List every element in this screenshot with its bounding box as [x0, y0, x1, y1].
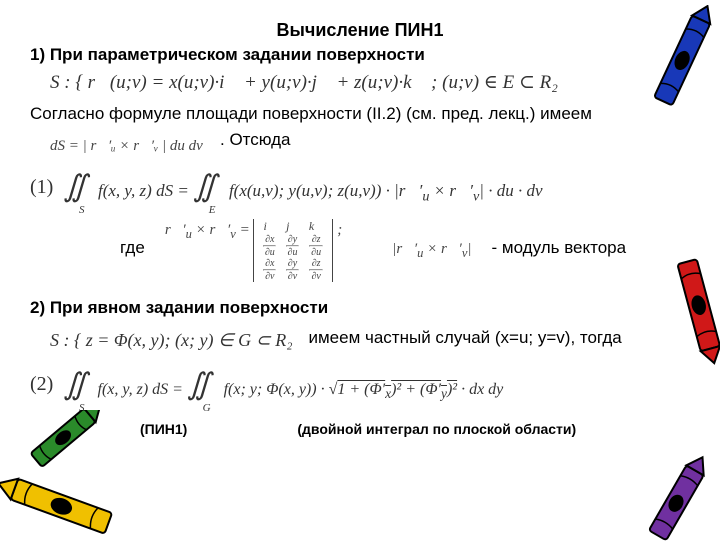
equation-2: (2) ∬S f(x, y, z) dS = ∬G f(x; y; Φ(x, y…	[30, 367, 690, 402]
surface-explicit-def: S : { z = Φ(x, y); (x; y) ∈ G ⊂ R₂	[50, 330, 292, 351]
double-integral-label: (двойной интеграл по плоской области)	[297, 421, 576, 437]
crayon-red-icon	[670, 250, 720, 370]
page-title: Вычисление ПИН1	[30, 20, 690, 41]
crayon-blue-icon	[645, 5, 715, 125]
crayon-green-icon	[20, 410, 110, 470]
eq1-number: (1)	[30, 176, 53, 199]
pin1-label: (ПИН1)	[140, 421, 187, 437]
equation-1: (1) ∬S f(x, y, z) dS = ∬E f(x(u,v); y(u,…	[30, 169, 690, 205]
section-1-heading: 1) При параметрическом задании поверхнос…	[30, 45, 690, 65]
modulus-label: - модуль вектора	[492, 238, 627, 258]
explicit-text: имеем частный случай (x=u; y=v), тогда	[308, 328, 621, 348]
explicit-row: S : { z = Φ(x, y); (x; y) ∈ G ⊂ R₂ имеем…	[30, 324, 690, 357]
ds-formula: dS = | r⃗′ᵤ × r⃗′ᵥ | du dv	[50, 138, 690, 155]
cross-product-def: r⃗′u × r⃗′v = i⃗j⃗k⃗ ∂x∂u∂y∂u∂z∂u ∂x∂v∂y…	[165, 219, 342, 282]
according-text: Согласно формуле площади поверхности (II…	[30, 104, 690, 124]
eq2-number: (2)	[30, 373, 53, 396]
crayon-yellow-icon	[0, 475, 130, 545]
surface-parametric-def: S : { r⃗(u;v) = x(u;v)·i⃗ + y(u;v)·j⃗ + …	[50, 71, 690, 94]
section-2-heading: 2) При явном задании поверхности	[30, 298, 690, 318]
modulus-expr: |r⃗′u × r⃗′v|	[392, 241, 471, 261]
crayon-purple-icon	[640, 455, 710, 555]
where-label: где	[120, 238, 145, 258]
where-row: где r⃗′u × r⃗′v = i⃗j⃗k⃗ ∂x∂u∂y∂u∂z∂u ∂x…	[30, 219, 690, 282]
bottom-labels: (ПИН1) (двойной интеграл по плоской обла…	[30, 421, 690, 437]
